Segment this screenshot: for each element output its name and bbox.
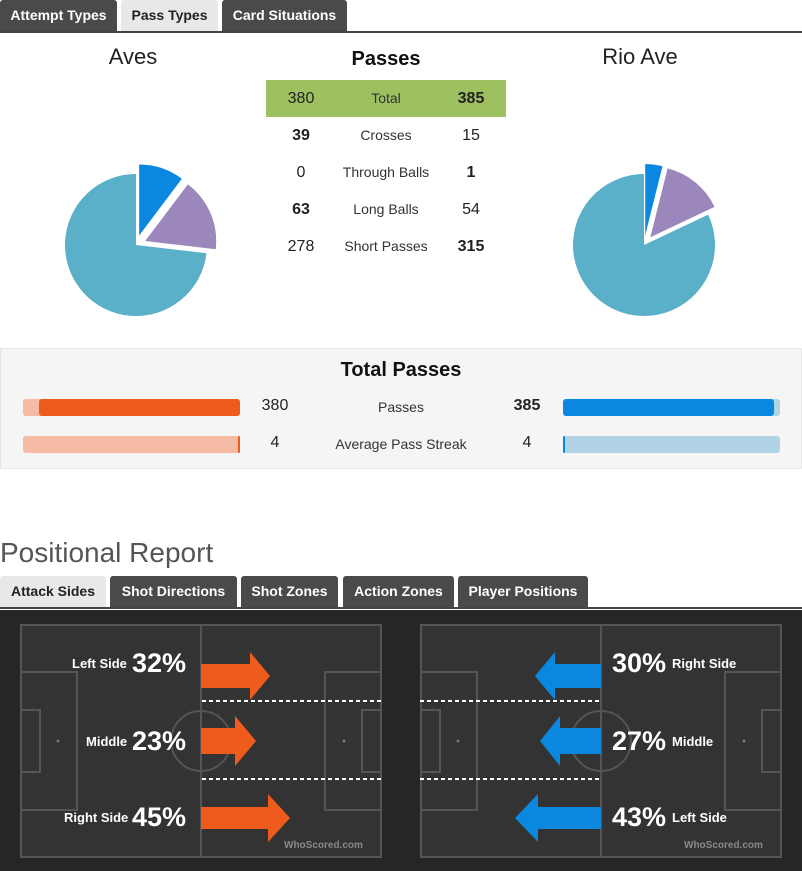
middle-arrow [540,716,601,766]
passes-row-long-balls: 63 Long Balls 54 [266,191,506,228]
away-middle-label: Middle [672,734,714,749]
home-value: 278 [287,238,315,255]
home-pass-streak-bar-fill [238,436,240,453]
pie-slice-crosses [645,164,663,236]
home-left-side-pct: 32% [132,648,187,678]
away-left-side-pct: 43% [612,802,667,832]
row-label: Through Balls [342,164,430,180]
passes-row-through-balls: 0 Through Balls 1 [266,154,506,191]
tab-shot-zones[interactable]: Shot Zones [241,576,338,607]
away-pass-types-pie [573,164,715,316]
total-passes-panel: Total Passes 380 Passes 385 4 Average Pa… [0,348,802,469]
away-right-side-label: Right Side [672,656,737,671]
left-side-arrow [515,794,601,842]
pie-slice-short-passes [65,174,207,316]
total-passes-title: Total Passes [340,359,462,381]
tab-action-zones[interactable]: Action Zones [343,576,454,607]
away-pass-streak-bar-fill [563,436,565,453]
whoscored-watermark: WhoScored.com [284,840,363,851]
row-label: Crosses [360,127,412,143]
positional-tabbar: Attack Sides Shot Directions Shot Zones … [0,576,802,609]
row-label: Total [371,90,401,106]
tab-player-positions[interactable]: Player Positions [458,576,588,607]
home-middle-label: Middle [86,734,128,749]
tab-pass-types[interactable]: Pass Types [121,0,218,31]
passes-label: Passes [378,399,424,415]
away-value: 15 [462,127,480,144]
middle-arrow [201,716,256,766]
home-value: 380 [287,90,315,107]
away-passes-bar [563,399,780,416]
pie-slice-long-balls [145,184,217,250]
away-value: 1 [466,164,476,181]
away-right-side-pct: 30% [612,648,667,678]
away-passes-value: 385 [513,397,541,414]
right-side-arrow [201,794,290,842]
passes-row-total: 380 Total 385 [266,80,506,117]
home-value: 39 [292,127,310,144]
away-value: 315 [457,238,485,255]
home-passes-bar-fill [38,399,240,416]
tab-shot-directions[interactable]: Shot Directions [110,576,237,607]
away-left-side-label: Left Side [672,810,727,825]
tab-attack-sides[interactable]: Attack Sides [0,576,106,607]
right-side-arrow [535,652,601,700]
home-passes-value: 380 [261,397,289,414]
home-pass-streak-value: 4 [270,434,280,451]
passes-title: Passes [351,48,421,70]
away-value: 54 [462,201,480,218]
away-pitch [420,624,782,858]
home-value: 0 [296,164,306,181]
home-middle-pct: 23% [132,726,187,756]
away-team-name: Rio Ave [602,44,678,69]
home-team-name: Aves [108,44,158,69]
pass-stats-tabbar: Attempt Types Pass Types Card Situations [0,0,802,33]
home-pass-streak-bar [23,436,240,453]
home-value: 63 [292,201,310,218]
pie-slice-short-passes [573,174,715,316]
whoscored-watermark: WhoScored.com [684,840,763,851]
away-pass-streak-value: 4 [522,434,532,451]
away-passes-bar-fill [563,399,774,416]
away-middle-pct: 27% [612,726,667,756]
passes-row-crosses: 39 Crosses 15 [266,117,506,154]
row-label: Long Balls [353,201,419,217]
tab-attempt-types[interactable]: Attempt Types [0,0,117,31]
positional-report-title: Positional Report [0,537,214,568]
home-pitch [20,624,382,858]
pie-slice-long-balls [650,168,715,238]
tab-card-situations[interactable]: Card Situations [222,0,347,31]
away-pass-streak-bar [563,436,780,453]
home-pass-types-pie [65,164,217,316]
row-label: Short Passes [344,238,428,254]
home-right-side-label: Right Side [64,810,129,825]
left-side-arrow [201,652,270,700]
passes-row-short-passes: 278 Short Passes 315 [266,228,506,265]
average-pass-streak-label: Average Pass Streak [335,436,467,452]
home-left-side-label: Left Side [72,656,127,671]
away-value: 385 [457,90,485,107]
pie-slice-crosses [139,164,182,236]
attack-sides-panel: Left Side 32% Middle 23% Right Side 45% … [0,610,802,871]
home-right-side-pct: 45% [132,802,187,832]
home-passes-bar [23,399,240,416]
